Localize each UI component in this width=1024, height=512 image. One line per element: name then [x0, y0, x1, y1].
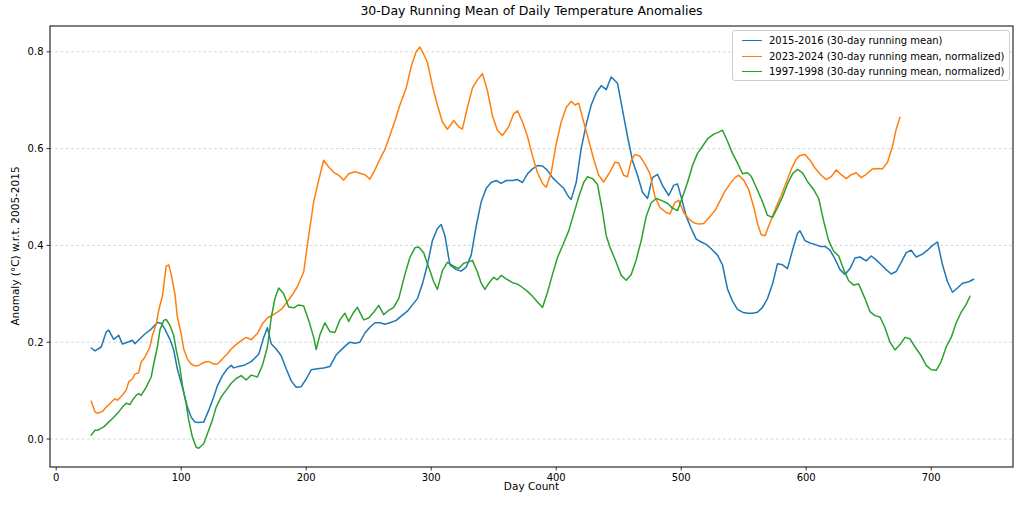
legend-item: 2015-2016 (30-day running mean) — [733, 33, 1009, 49]
y-axis-label: Anomaly (°C) w.r.t. 2005-2015 — [9, 166, 21, 325]
legend-line-swatch-orange — [742, 56, 762, 57]
axes-spines — [50, 26, 1013, 467]
legend-label: 2015-2016 (30-day running mean) — [769, 35, 943, 46]
x-axis-label: Day Count — [49, 480, 1014, 492]
y-tick-label: 0.8 — [28, 46, 44, 57]
series-line-1 — [91, 47, 900, 413]
y-tick-label: 0.4 — [28, 240, 44, 251]
series-line-0 — [91, 77, 974, 423]
chart-title: 30-Day Running Mean of Daily Temperature… — [49, 3, 1014, 18]
legend-line-swatch-green — [742, 71, 762, 72]
legend-item: 2023-2024 (30-day running mean, normaliz… — [733, 49, 1009, 65]
legend: 2015-2016 (30-day running mean) 2023-202… — [732, 30, 1010, 81]
legend-label: 2023-2024 (30-day running mean, normaliz… — [769, 51, 1004, 62]
series-line-2 — [91, 130, 970, 448]
legend-line-swatch-blue — [742, 40, 762, 41]
legend-label: 1997-1998 (30-day running mean, normaliz… — [769, 66, 1004, 77]
figure: 0.00.20.40.60.80100200300400500600700 30… — [0, 0, 1024, 512]
legend-item: 1997-1998 (30-day running mean, normaliz… — [733, 64, 1009, 80]
y-tick-label: 0.2 — [28, 337, 44, 348]
y-tick-label: 0.0 — [28, 434, 44, 445]
y-tick-label: 0.6 — [28, 143, 44, 154]
